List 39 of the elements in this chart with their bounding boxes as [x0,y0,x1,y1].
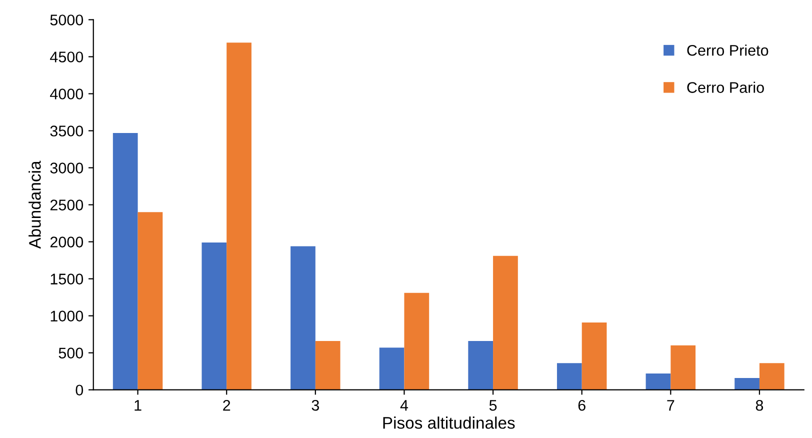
y-tick-label: 3000 [50,162,84,174]
bar [290,246,316,390]
bar [734,378,760,390]
x-tick-label: 5 [489,400,497,411]
x-tick-label: 4 [400,400,408,411]
bar [138,212,163,390]
x-axis-title: Pisos altitudinales [383,416,515,429]
bar [112,132,138,390]
x-tick-label: 6 [578,400,586,411]
y-axis-title: Abundancia [28,160,41,249]
y-tick-label: 3500 [50,126,84,136]
y-tick-label: 5000 [50,14,84,26]
legend-label: Cerro Pario [687,82,764,93]
y-tick-label: 1000 [50,310,84,322]
y-tick-label: 1500 [50,274,84,284]
x-tick-label: 7 [667,400,674,411]
bar [670,345,696,390]
y-tick-label: 4500 [50,52,84,62]
bar [226,42,252,390]
legend-label: Cerro Prieto [687,44,768,56]
bar [468,340,494,390]
y-tick-label: 4000 [50,88,84,100]
bar [379,348,404,390]
y-tick-label: 2000 [50,236,84,248]
bar [315,340,340,390]
bar [556,363,582,390]
y-tick-label: 2500 [50,200,84,210]
y-tick-label: 500 [58,348,84,358]
bar [202,242,227,390]
bar [493,256,518,390]
x-tick-label: 3 [312,400,319,411]
x-tick-label: 1 [134,400,142,411]
bar [404,292,430,390]
bar [759,363,784,390]
y-tick-label: 0 [76,384,84,396]
x-tick-label: 8 [756,400,764,411]
bar [646,374,671,390]
x-tick-label: 2 [223,400,230,411]
bar [582,322,607,390]
